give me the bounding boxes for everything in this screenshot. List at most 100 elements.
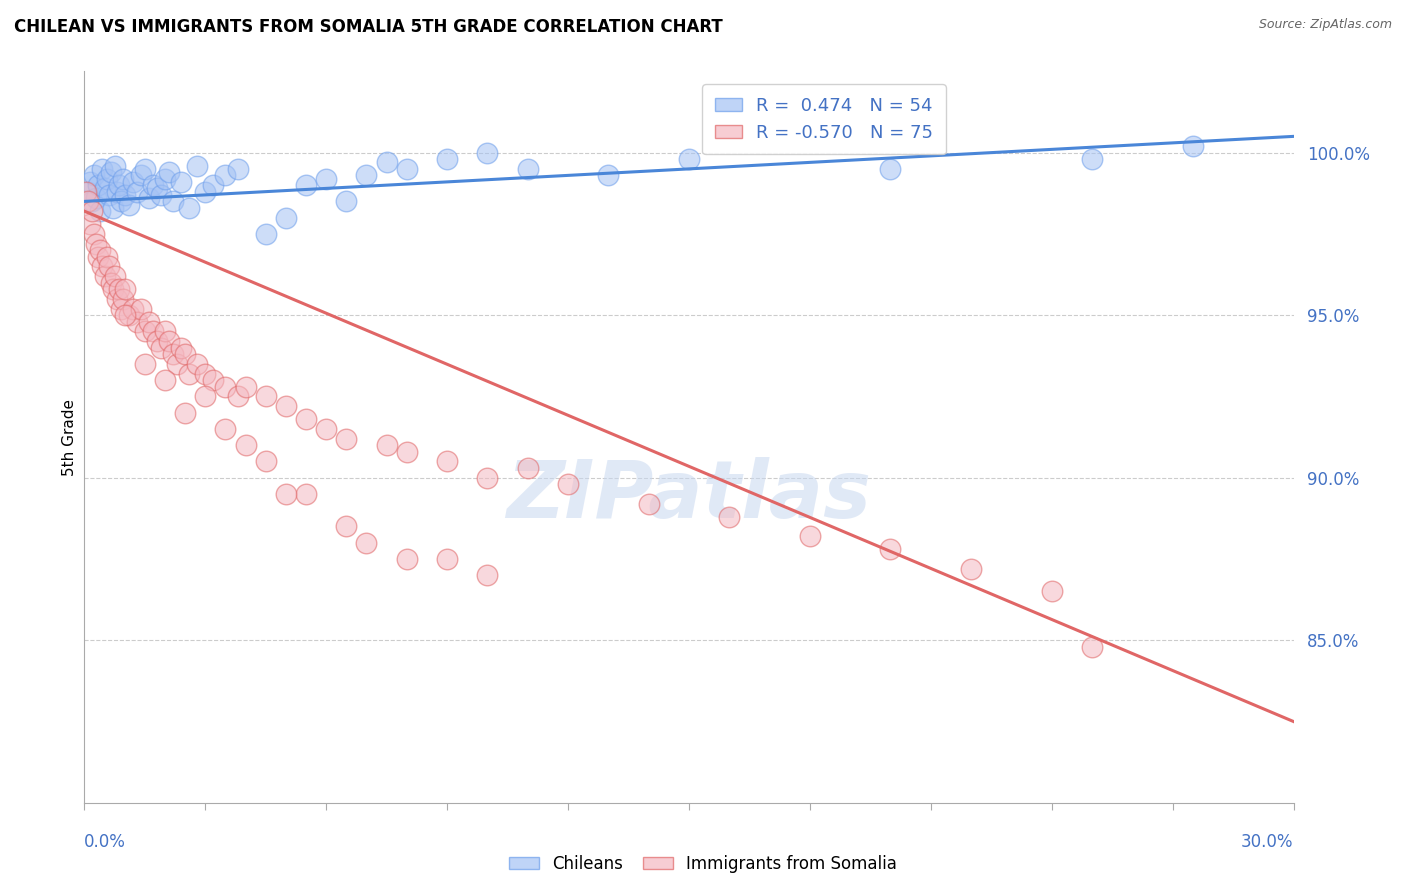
Point bbox=[111, 171, 134, 186]
Point bbox=[87, 178, 110, 193]
Point bbox=[375, 155, 398, 169]
Point bbox=[129, 169, 152, 183]
Point bbox=[274, 399, 297, 413]
Point bbox=[91, 161, 114, 176]
Point bbox=[226, 389, 249, 403]
Point bbox=[111, 292, 134, 306]
Point bbox=[110, 194, 132, 209]
Text: 0.0%: 0.0% bbox=[84, 833, 127, 851]
Point bbox=[138, 315, 160, 329]
Point bbox=[101, 201, 124, 215]
Point bbox=[125, 315, 148, 329]
Point bbox=[194, 367, 217, 381]
Point bbox=[335, 432, 357, 446]
Point bbox=[153, 325, 176, 339]
Point bbox=[235, 438, 257, 452]
Point bbox=[77, 185, 100, 199]
Point bbox=[162, 194, 184, 209]
Point bbox=[436, 552, 458, 566]
Point bbox=[235, 380, 257, 394]
Point bbox=[91, 260, 114, 274]
Point bbox=[395, 444, 418, 458]
Point bbox=[1040, 584, 1063, 599]
Point bbox=[637, 497, 659, 511]
Point bbox=[879, 542, 901, 557]
Point bbox=[1081, 152, 1104, 166]
Point bbox=[134, 161, 156, 176]
Point bbox=[436, 152, 458, 166]
Point bbox=[214, 422, 236, 436]
Point bbox=[89, 204, 111, 219]
Point bbox=[107, 178, 129, 193]
Point bbox=[335, 194, 357, 209]
Point bbox=[153, 373, 176, 387]
Point bbox=[96, 250, 118, 264]
Point bbox=[254, 454, 277, 468]
Point bbox=[274, 487, 297, 501]
Point bbox=[254, 227, 277, 241]
Point bbox=[149, 187, 172, 202]
Legend: R =  0.474   N = 54, R = -0.570   N = 75: R = 0.474 N = 54, R = -0.570 N = 75 bbox=[702, 84, 946, 154]
Point bbox=[114, 308, 136, 322]
Point bbox=[166, 357, 188, 371]
Text: Source: ZipAtlas.com: Source: ZipAtlas.com bbox=[1258, 18, 1392, 31]
Point bbox=[162, 347, 184, 361]
Point bbox=[179, 367, 201, 381]
Point bbox=[105, 292, 128, 306]
Point bbox=[75, 185, 97, 199]
Point bbox=[97, 187, 120, 202]
Point bbox=[157, 165, 180, 179]
Point bbox=[153, 171, 176, 186]
Point bbox=[254, 389, 277, 403]
Point bbox=[118, 197, 141, 211]
Point bbox=[79, 175, 101, 189]
Point bbox=[214, 169, 236, 183]
Point bbox=[138, 191, 160, 205]
Point bbox=[77, 194, 100, 209]
Point bbox=[516, 461, 538, 475]
Point bbox=[516, 161, 538, 176]
Point bbox=[93, 181, 115, 195]
Point bbox=[395, 161, 418, 176]
Point bbox=[125, 185, 148, 199]
Point bbox=[295, 178, 318, 193]
Point bbox=[83, 169, 105, 183]
Text: CHILEAN VS IMMIGRANTS FROM SOMALIA 5TH GRADE CORRELATION CHART: CHILEAN VS IMMIGRANTS FROM SOMALIA 5TH G… bbox=[14, 18, 723, 36]
Point bbox=[214, 380, 236, 394]
Point bbox=[89, 243, 111, 257]
Point bbox=[315, 171, 337, 186]
Point bbox=[598, 169, 620, 183]
Point bbox=[100, 165, 122, 179]
Point bbox=[97, 260, 120, 274]
Point bbox=[110, 301, 132, 316]
Point bbox=[1181, 139, 1204, 153]
Point bbox=[718, 509, 741, 524]
Point bbox=[146, 334, 169, 348]
Point bbox=[129, 301, 152, 316]
Text: 30.0%: 30.0% bbox=[1241, 833, 1294, 851]
Point bbox=[194, 185, 217, 199]
Legend: Chileans, Immigrants from Somalia: Chileans, Immigrants from Somalia bbox=[502, 848, 904, 880]
Point bbox=[375, 438, 398, 452]
Point bbox=[83, 227, 105, 241]
Point bbox=[356, 535, 378, 549]
Point bbox=[202, 178, 225, 193]
Point bbox=[295, 487, 318, 501]
Point bbox=[1081, 640, 1104, 654]
Point bbox=[678, 152, 700, 166]
Point bbox=[93, 269, 115, 284]
Point bbox=[104, 159, 127, 173]
Point bbox=[149, 341, 172, 355]
Point bbox=[134, 325, 156, 339]
Point bbox=[194, 389, 217, 403]
Point bbox=[295, 412, 318, 426]
Point bbox=[395, 552, 418, 566]
Point bbox=[477, 471, 499, 485]
Point bbox=[170, 341, 193, 355]
Point bbox=[104, 269, 127, 284]
Point bbox=[174, 347, 197, 361]
Point bbox=[557, 477, 579, 491]
Point bbox=[477, 568, 499, 582]
Point bbox=[170, 175, 193, 189]
Point bbox=[142, 325, 165, 339]
